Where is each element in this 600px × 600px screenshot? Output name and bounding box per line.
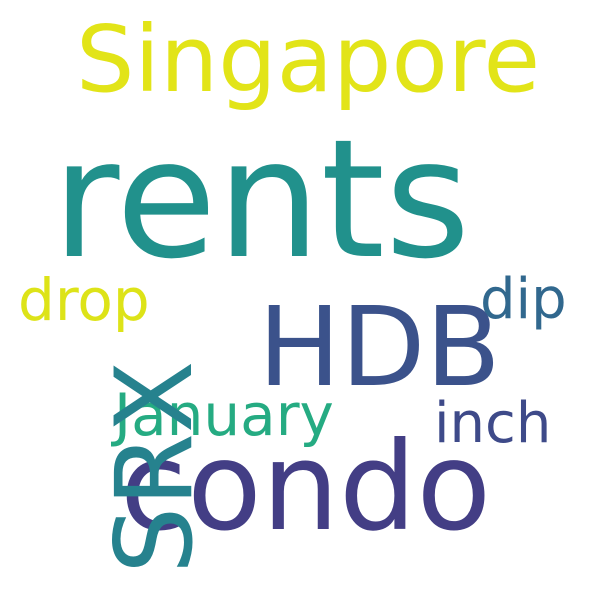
word-singapore: Singapore [76,6,541,113]
word-condo: condo [120,416,492,558]
word-rents: rents [52,104,471,295]
word-january: January [114,381,334,449]
word-hdb: HDB [258,283,501,411]
word-inch: inch [434,391,552,456]
word-srx: SRX [93,360,216,574]
word-drop: drop [18,266,150,334]
word-dip: dip [480,267,567,332]
